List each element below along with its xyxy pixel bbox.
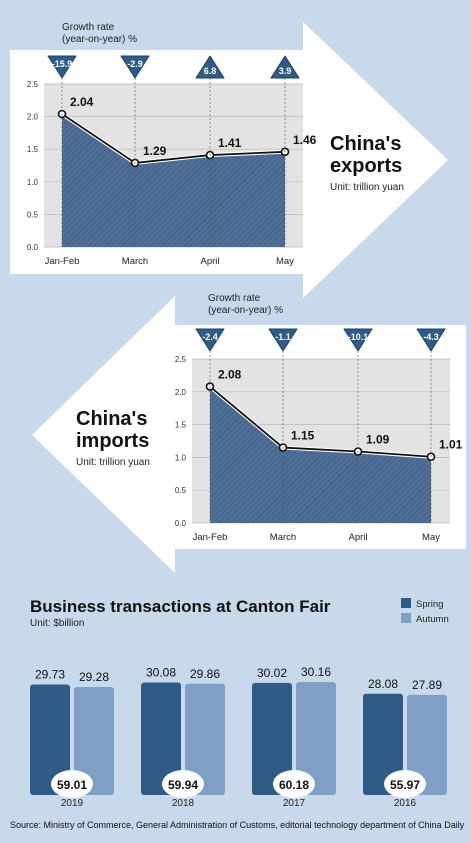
data-label: 1.41: [218, 136, 242, 150]
growth-down-badge: [416, 328, 446, 352]
bar: [296, 682, 336, 795]
y-tick-label: 2.0: [175, 388, 187, 397]
growth-label: -10.1: [348, 332, 369, 342]
total-badge: [273, 770, 315, 798]
y-tick-label: 2.0: [27, 113, 39, 122]
canton-chart: 29.73 29.28 59.01 2019 30.08 29.86 59.94 2018 30…: [30, 665, 447, 809]
x-tick-label: March: [122, 256, 148, 267]
bar: [30, 684, 70, 795]
total-badge: [51, 770, 93, 798]
growth-label: -4.3: [423, 332, 439, 342]
imports-chart: 0.0 0.5 1.0 1.5 2.0 2.5 2.08 Jan-Feb -2.4 1.15 Mar…: [175, 328, 463, 543]
x-tick-label: 2016: [394, 798, 417, 809]
total-label: 55.97: [390, 778, 420, 792]
y-tick-label: 2.5: [175, 355, 187, 364]
data-label: 2.08: [218, 368, 242, 382]
x-tick-label: 2019: [61, 798, 84, 809]
growth-down-badge: [343, 328, 373, 352]
series-line: [61, 113, 286, 164]
x-tick-label: May: [276, 256, 294, 267]
total-label: 59.01: [57, 778, 87, 792]
y-tick-label: 1.5: [175, 421, 187, 430]
y-tick-label: 0.0: [175, 519, 187, 528]
data-label: 1.01: [439, 438, 463, 452]
source-note: Source: Ministry of Commerce, General Ad…: [10, 820, 465, 830]
imports-title-line2: imports: [76, 430, 149, 452]
y-tick-label: 0.0: [27, 243, 39, 252]
growth-label: -2.4: [202, 332, 218, 342]
growth-label: -2.9: [127, 59, 143, 69]
y-tick-label: 2.5: [27, 80, 39, 89]
growth-down-badge: [47, 55, 77, 79]
exports-chart: 0.0 0.5 1.0 1.5 2.0 2.5 2.04 Jan-Feb -15.9 1.29 Ma…: [27, 55, 317, 267]
bar: [185, 683, 225, 795]
bar: [407, 694, 447, 795]
bar: [252, 682, 292, 795]
imports-growth-label-line2: (year-on-year) %: [208, 305, 283, 316]
total-label: 60.18: [279, 778, 309, 792]
data-label: 1.09: [366, 432, 390, 446]
imports-growth-label-line1: Growth rate: [208, 293, 261, 304]
total-badge: [384, 770, 426, 798]
y-tick-label: 1.0: [175, 453, 187, 462]
legend-swatch: [401, 613, 411, 623]
bar-value-label: 29.73: [35, 668, 65, 682]
growth-down-badge: [195, 328, 225, 352]
data-label: 1.29: [143, 144, 167, 158]
y-tick-label: 1.0: [27, 178, 39, 187]
area-fill: [210, 386, 431, 523]
x-tick-label: Jan-Feb: [193, 532, 228, 543]
x-tick-label: April: [200, 256, 219, 267]
bar-value-label: 29.86: [190, 667, 220, 681]
y-tick-label: 0.5: [27, 210, 39, 219]
total-badge: [162, 770, 204, 798]
exports-growth-label-line2: (year-on-year) %: [62, 34, 137, 45]
growth-down-badge: [268, 328, 298, 352]
exports-title-line2: exports: [330, 155, 402, 177]
x-tick-label: 2018: [172, 798, 195, 809]
bar-value-label: 29.28: [79, 670, 109, 684]
canton-legend: Spring Autumn: [401, 598, 449, 625]
x-tick-label: April: [348, 532, 367, 543]
bar: [74, 687, 114, 795]
y-tick-label: 0.5: [175, 486, 187, 495]
series-line: [209, 385, 432, 458]
growth-label: 6.8: [204, 66, 217, 76]
growth-label: 3.9: [279, 66, 292, 76]
x-tick-label: Jan-Feb: [45, 256, 80, 267]
growth-label: -15.9: [52, 59, 73, 69]
exports-growth-label-line1: Growth rate: [62, 22, 115, 33]
bar-value-label: 30.02: [257, 666, 287, 680]
x-tick-label: May: [422, 532, 440, 543]
y-tick-label: 1.5: [27, 145, 39, 154]
legend-swatch: [401, 598, 411, 608]
bar-value-label: 28.08: [368, 677, 398, 691]
bar-value-label: 27.89: [412, 678, 442, 692]
legend-label: Autumn: [416, 614, 449, 625]
imports-title-line1: China's: [76, 408, 147, 430]
bar: [141, 682, 181, 795]
exports-unit-label: Unit: trillion yuan: [330, 182, 404, 193]
total-label: 59.94: [168, 778, 198, 792]
bar: [363, 693, 403, 795]
growth-label: -1.1: [275, 332, 291, 342]
canton-unit-label: Unit: $billion: [30, 618, 84, 629]
exports-title-line1: China's: [330, 133, 401, 155]
area-fill: [62, 113, 285, 247]
canton-title: Business transactions at Canton Fair: [30, 597, 331, 616]
data-label: 1.46: [293, 133, 317, 147]
legend-label: Spring: [416, 599, 443, 610]
x-tick-label: 2017: [283, 798, 306, 809]
x-tick-label: March: [270, 532, 296, 543]
data-label: 1.15: [291, 429, 315, 443]
bar-value-label: 30.16: [301, 665, 331, 679]
imports-unit-label: Unit: trillion yuan: [76, 457, 150, 468]
growth-down-badge: [120, 55, 150, 79]
bar-value-label: 30.08: [146, 666, 176, 680]
data-label: 2.04: [70, 95, 94, 109]
